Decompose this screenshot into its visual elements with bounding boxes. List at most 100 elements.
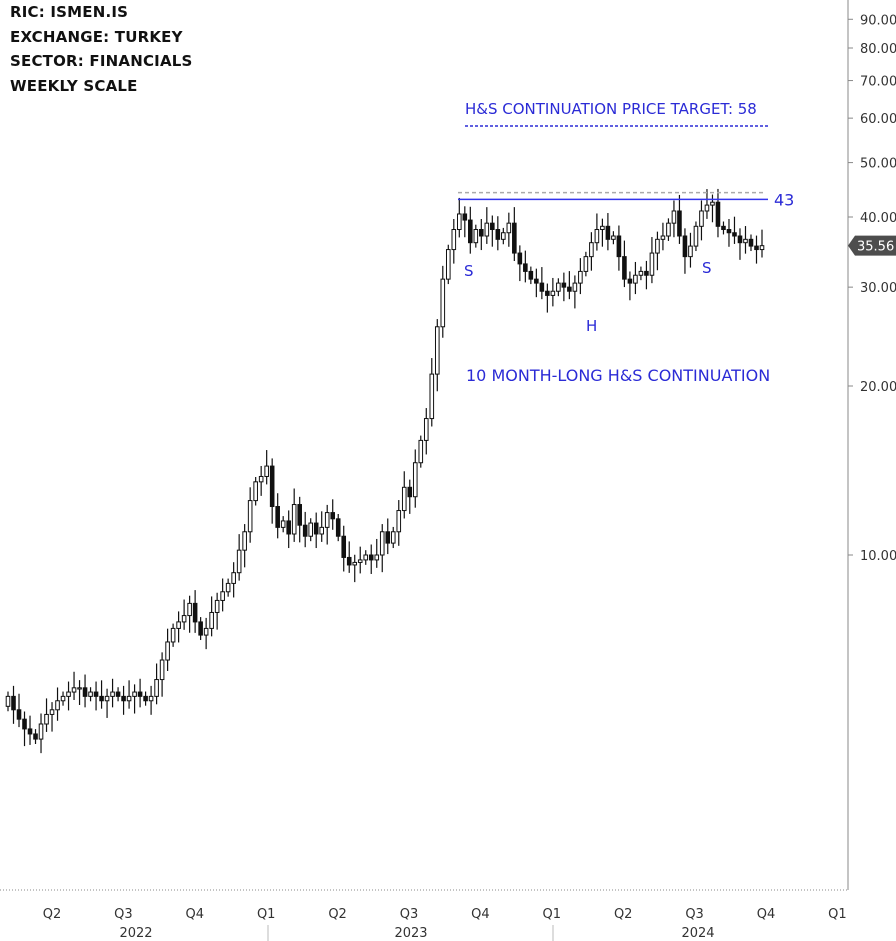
candle bbox=[517, 245, 523, 282]
candle bbox=[605, 213, 611, 251]
candle bbox=[407, 479, 413, 514]
candle bbox=[429, 358, 435, 427]
candle bbox=[567, 271, 572, 300]
x-tick-label: Q1 bbox=[257, 907, 276, 922]
y-tick-label: 30.00 bbox=[860, 281, 896, 296]
candle bbox=[627, 271, 633, 301]
candle bbox=[357, 546, 363, 574]
candle bbox=[434, 319, 440, 392]
candle bbox=[66, 681, 71, 711]
candle bbox=[154, 663, 159, 705]
candle bbox=[633, 261, 638, 295]
candle bbox=[423, 408, 429, 455]
candle bbox=[622, 240, 627, 288]
y-tick-label: 10.00 bbox=[860, 549, 896, 564]
year-label: 2024 bbox=[681, 926, 714, 941]
candle bbox=[512, 207, 517, 261]
candle bbox=[60, 691, 66, 706]
candle bbox=[732, 216, 737, 244]
y-tick-label: 80.00 bbox=[860, 42, 896, 57]
candle bbox=[115, 687, 121, 702]
x-tick-label: Q2 bbox=[614, 907, 633, 922]
candle bbox=[379, 524, 385, 573]
x-tick-label: Q1 bbox=[828, 907, 847, 922]
candle bbox=[693, 221, 699, 252]
candle bbox=[236, 534, 242, 581]
candle bbox=[319, 511, 325, 542]
y-tick-label: 70.00 bbox=[860, 75, 896, 90]
y-tick-label: 50.00 bbox=[860, 157, 896, 172]
candle bbox=[440, 265, 446, 338]
candle bbox=[203, 617, 209, 650]
candle bbox=[247, 487, 253, 543]
candle bbox=[748, 234, 754, 252]
candle bbox=[368, 544, 374, 574]
candle bbox=[49, 702, 55, 732]
candles bbox=[5, 188, 765, 754]
x-tick-label: Q1 bbox=[543, 907, 562, 922]
candle bbox=[743, 226, 748, 254]
x-tick-label: Q4 bbox=[757, 907, 776, 922]
candle bbox=[280, 516, 286, 533]
pattern-title: 10 MONTH-LONG H&S CONTINUATION bbox=[466, 366, 770, 385]
candle bbox=[506, 212, 512, 247]
candle bbox=[682, 228, 688, 274]
candle bbox=[390, 526, 396, 549]
right-shoulder-label: S bbox=[702, 259, 712, 277]
x-tick-label: Q2 bbox=[328, 907, 347, 922]
candle bbox=[418, 435, 424, 468]
candle bbox=[550, 277, 556, 307]
x-tick-label: Q3 bbox=[685, 907, 704, 922]
candle bbox=[324, 504, 330, 545]
candle bbox=[93, 681, 99, 711]
y-tick-label: 40.00 bbox=[860, 211, 896, 226]
candle bbox=[616, 225, 622, 271]
candle bbox=[445, 244, 451, 285]
candle bbox=[721, 221, 726, 235]
candle bbox=[143, 691, 148, 706]
candle bbox=[258, 465, 264, 496]
candle bbox=[545, 283, 550, 313]
candle bbox=[726, 219, 732, 247]
candle bbox=[704, 189, 710, 219]
candle bbox=[214, 592, 220, 630]
candle bbox=[341, 525, 347, 572]
ric-label: RIC: ISMEN.IS bbox=[10, 3, 129, 21]
candle bbox=[38, 713, 44, 754]
candle bbox=[99, 680, 104, 709]
candle bbox=[688, 232, 693, 268]
candle bbox=[528, 266, 534, 285]
candle bbox=[170, 623, 176, 647]
candle bbox=[302, 511, 308, 548]
year-label: 2022 bbox=[119, 926, 152, 941]
candle bbox=[468, 206, 473, 254]
candle bbox=[484, 207, 490, 244]
candle bbox=[655, 231, 660, 271]
candle bbox=[132, 684, 137, 714]
x-tick-label: Q4 bbox=[471, 907, 490, 922]
candle bbox=[501, 227, 506, 245]
candle bbox=[666, 218, 671, 241]
scale-label: WEEKLY SCALE bbox=[10, 77, 138, 95]
candle bbox=[291, 488, 297, 542]
candle bbox=[297, 496, 302, 543]
candle bbox=[137, 678, 143, 708]
candle bbox=[165, 628, 170, 672]
candle bbox=[335, 513, 341, 542]
left-shoulder-label: S bbox=[464, 262, 474, 280]
candle bbox=[82, 674, 88, 708]
candle bbox=[11, 685, 16, 724]
candle bbox=[27, 715, 33, 745]
candle bbox=[456, 197, 462, 238]
candle bbox=[220, 578, 225, 612]
candle bbox=[242, 524, 247, 568]
candle bbox=[611, 231, 616, 245]
x-tick-label: Q3 bbox=[114, 907, 133, 922]
candle bbox=[110, 678, 115, 708]
candle bbox=[715, 188, 721, 238]
candle bbox=[589, 232, 594, 271]
y-tick-label: 90.00 bbox=[860, 13, 896, 28]
candle bbox=[600, 218, 605, 247]
candle bbox=[71, 671, 77, 700]
